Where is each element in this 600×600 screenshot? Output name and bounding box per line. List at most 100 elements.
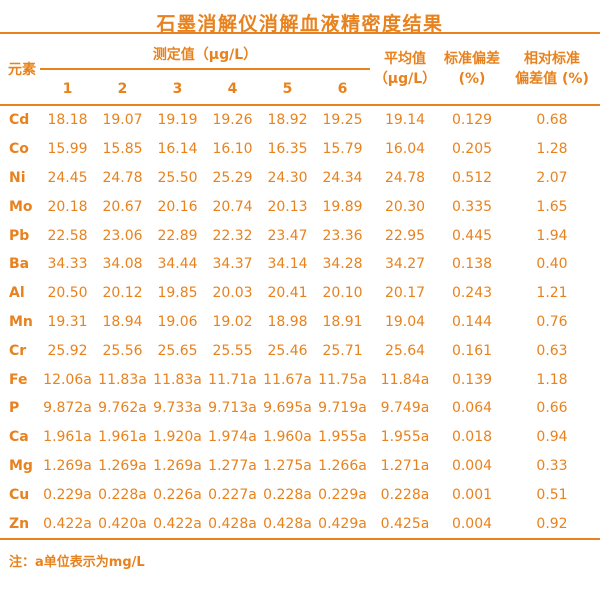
- results-table: 元素 测定值（μg/L） 1 2 3 4 5 6 平均值 （μg/L） 标准偏差…: [0, 32, 600, 540]
- value-cell: 11.67a: [263, 371, 312, 388]
- value-cell: 0.229a: [318, 486, 367, 503]
- value-cell: 9.762a: [98, 400, 147, 417]
- value-cell: 1.269a: [43, 457, 92, 474]
- header-sd-line2: (%): [458, 71, 486, 87]
- value-cell: 19.02: [212, 313, 253, 330]
- value-cell: 20.41: [267, 285, 308, 302]
- value-cell: 0.76: [536, 313, 568, 330]
- value-cell: 0.001: [451, 486, 493, 503]
- value-cell: 24.45: [47, 169, 88, 186]
- value-cell: 23.36: [322, 227, 363, 244]
- value-cell: 24.78: [384, 169, 426, 186]
- value-cell: 11.83a: [98, 371, 147, 388]
- value-cell: 18.18: [47, 112, 88, 129]
- header-run-3: 3: [172, 81, 183, 97]
- value-cell: 19.06: [157, 313, 198, 330]
- value-cell: 20.03: [212, 285, 253, 302]
- element-symbol: Fe: [9, 371, 28, 388]
- value-cell: 1.955a: [380, 429, 430, 446]
- value-cell: 23.47: [267, 227, 308, 244]
- value-cell: 19.25: [322, 112, 363, 129]
- value-cell: 0.229a: [43, 486, 92, 503]
- value-cell: 0.129: [451, 112, 493, 129]
- value-cell: 1.271a: [380, 457, 430, 474]
- value-cell: 19.89: [322, 198, 363, 215]
- value-cell: 0.445: [451, 227, 493, 244]
- header-run-5: 5: [282, 81, 293, 97]
- table-row: Ba 34.33 34.08 34.44 34.37 34.14 34.28 34.27 0.1…: [0, 250, 600, 279]
- value-cell: 9.872a: [43, 400, 92, 417]
- element-symbol: Mg: [9, 457, 33, 474]
- header-rsd-line2: 偏差值 (%): [515, 71, 589, 87]
- value-cell: 15.99: [47, 141, 88, 158]
- value-cell: 20.17: [384, 285, 426, 302]
- value-cell: 0.243: [451, 285, 493, 302]
- value-cell: 19.14: [384, 112, 426, 129]
- value-cell: 11.84a: [380, 371, 430, 388]
- value-cell: 25.50: [157, 169, 198, 186]
- value-cell: 1.28: [536, 141, 568, 158]
- element-symbol: Ni: [9, 169, 26, 186]
- value-cell: 1.961a: [98, 429, 147, 446]
- footnote: 注：a单位表示为mg/L: [9, 554, 145, 570]
- value-cell: 23.06: [102, 227, 143, 244]
- value-cell: 9.749a: [380, 400, 430, 417]
- value-cell: 0.428a: [208, 515, 257, 532]
- value-cell: 18.98: [267, 313, 308, 330]
- value-cell: 0.138: [451, 256, 493, 273]
- value-cell: 19.07: [102, 112, 143, 129]
- value-cell: 0.004: [451, 515, 493, 532]
- value-cell: 0.144: [451, 313, 493, 330]
- value-cell: 1.960a: [263, 429, 312, 446]
- value-cell: 22.89: [157, 227, 198, 244]
- value-cell: 0.33: [536, 457, 568, 474]
- value-cell: 22.32: [212, 227, 253, 244]
- element-symbol: Ba: [9, 256, 30, 273]
- value-cell: 9.733a: [153, 400, 202, 417]
- header-sd-line1: 标准偏差: [444, 51, 500, 67]
- value-cell: 25.71: [322, 342, 363, 359]
- value-cell: 1.21: [536, 285, 568, 302]
- value-cell: 1.269a: [153, 457, 202, 474]
- value-cell: 24.34: [322, 169, 363, 186]
- value-cell: 19.85: [157, 285, 198, 302]
- value-cell: 19.31: [47, 313, 88, 330]
- value-cell: 0.425a: [380, 515, 430, 532]
- value-cell: 0.66: [536, 400, 568, 417]
- value-cell: 24.78: [102, 169, 143, 186]
- value-cell: 0.018: [451, 429, 493, 446]
- value-cell: 24.30: [267, 169, 308, 186]
- value-cell: 11.75a: [318, 371, 367, 388]
- table-row: Al 20.50 20.12 19.85 20.03 20.41 20.10 20.17 0.2…: [0, 279, 600, 308]
- table-row: Ca 1.961a 1.961a 1.920a 1.974a 1.960a 1.955a 1.…: [0, 423, 600, 452]
- value-cell: 18.94: [102, 313, 143, 330]
- value-cell: 0.004: [451, 457, 493, 474]
- table-row: Ni 24.45 24.78 25.50 25.29 24.30 24.34 24.78 0.5…: [0, 164, 600, 193]
- value-cell: 16.14: [157, 141, 198, 158]
- value-cell: 20.18: [47, 198, 88, 215]
- header-mean: 平均值 （μg/L）: [370, 34, 440, 104]
- value-cell: 20.74: [212, 198, 253, 215]
- header-rsd-line1: 相对标准: [524, 51, 580, 67]
- value-cell: 0.420a: [98, 515, 147, 532]
- value-cell: 15.85: [102, 141, 143, 158]
- value-cell: 19.19: [157, 112, 198, 129]
- value-cell: 9.695a: [263, 400, 312, 417]
- value-cell: 1.65: [536, 198, 568, 215]
- value-cell: 12.06a: [43, 371, 92, 388]
- value-cell: 18.91: [322, 313, 363, 330]
- value-cell: 11.71a: [208, 371, 257, 388]
- table-row: Mg 1.269a 1.269a 1.269a 1.277a 1.275a 1.266a 1.…: [0, 452, 600, 481]
- table-row: Pb 22.58 23.06 22.89 22.32 23.47 23.36 22.95 0.4…: [0, 221, 600, 250]
- value-cell: 22.95: [384, 227, 426, 244]
- value-cell: 0.228a: [98, 486, 147, 503]
- value-cell: 1.94: [536, 227, 568, 244]
- value-cell: 25.46: [267, 342, 308, 359]
- value-cell: 1.961a: [43, 429, 92, 446]
- element-symbol: Pb: [9, 227, 30, 244]
- value-cell: 0.228a: [263, 486, 312, 503]
- value-cell: 19.26: [212, 112, 253, 129]
- value-cell: 0.40: [536, 256, 568, 273]
- value-cell: 34.27: [384, 256, 426, 273]
- value-cell: 20.10: [322, 285, 363, 302]
